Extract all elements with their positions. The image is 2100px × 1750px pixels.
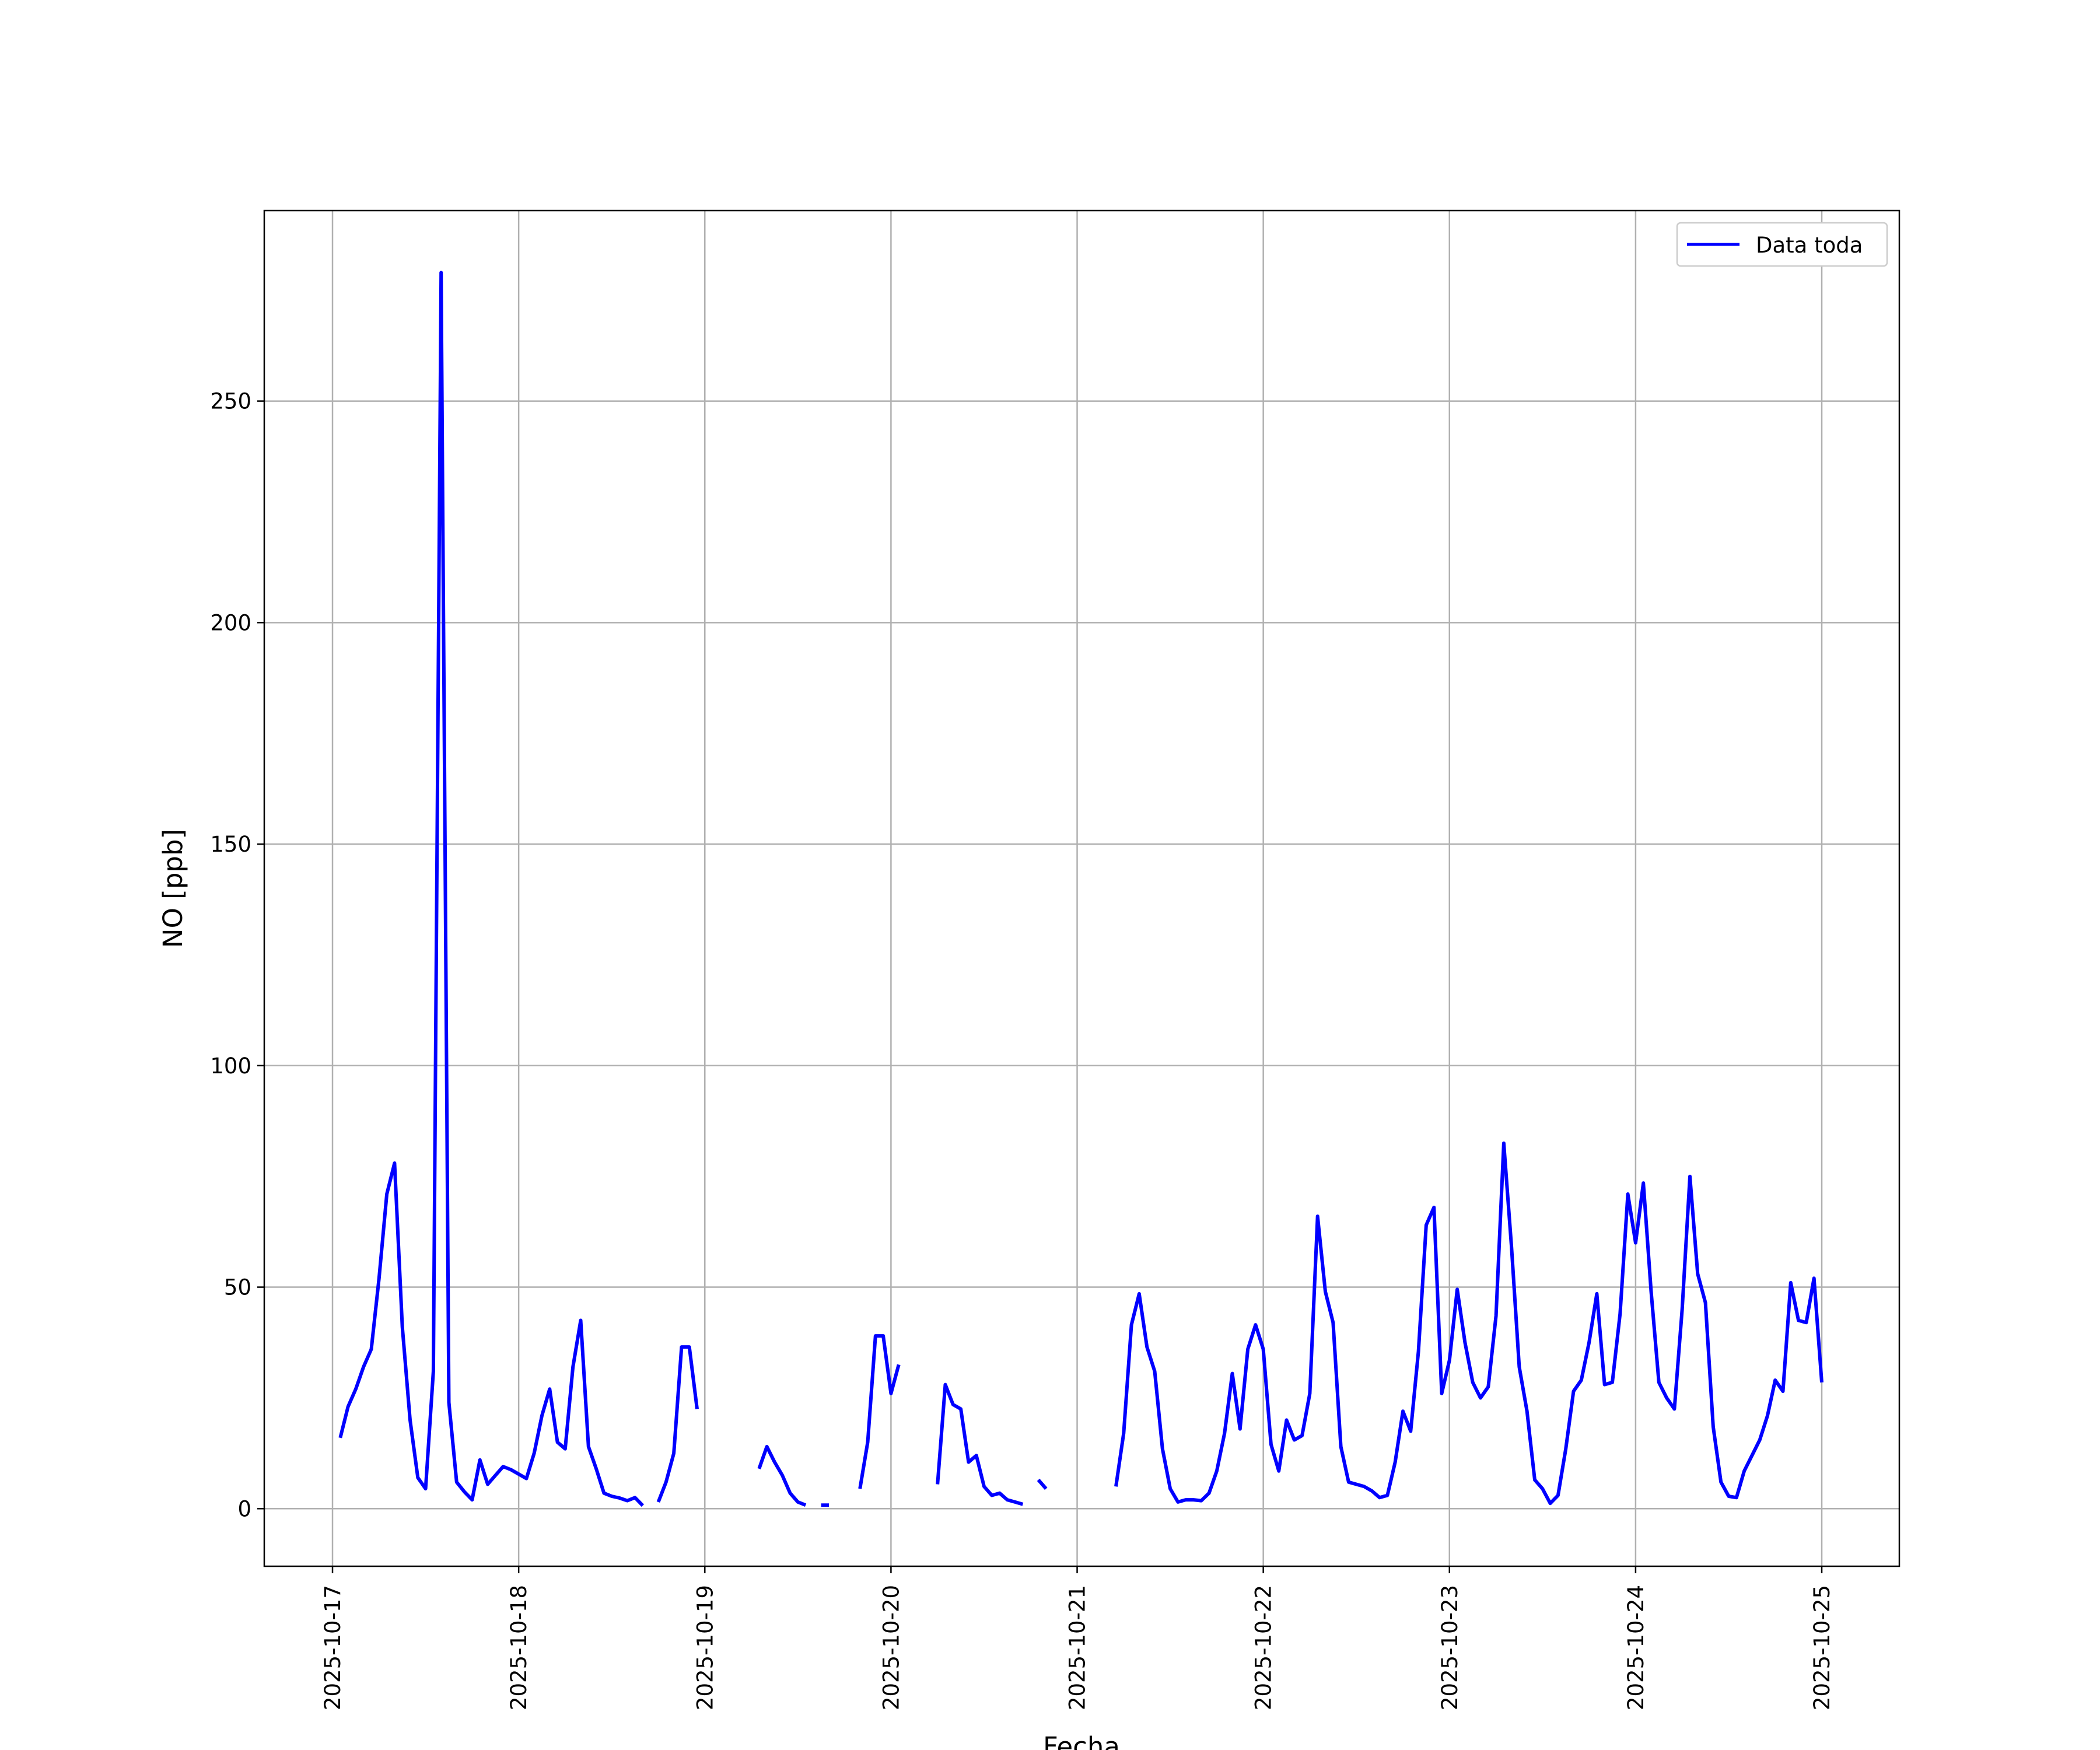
legend-box bbox=[1676, 222, 1888, 267]
x-tick-label: 2025-10-18 bbox=[506, 1585, 531, 1710]
x-tick-label: 2025-10-24 bbox=[1623, 1585, 1648, 1710]
series-line-data-toda bbox=[338, 271, 1824, 1507]
plot-frame bbox=[263, 209, 1901, 1567]
y-tick-label: 250 bbox=[210, 389, 251, 414]
x-tick-label: 2025-10-25 bbox=[1810, 1585, 1835, 1710]
plot-area bbox=[264, 211, 1899, 1566]
legend: Data toda bbox=[1676, 222, 1888, 267]
y-tick-label: 0 bbox=[237, 1496, 251, 1521]
y-axis: 0 50 100 150 200 250 bbox=[210, 389, 264, 1521]
x-axis: 2025-10-17 2025-10-18 2025-10-19 2025-10-20… bbox=[320, 1566, 1835, 1710]
x-tick-label: 2025-10-23 bbox=[1437, 1585, 1462, 1710]
data-series bbox=[338, 271, 1824, 1507]
grid bbox=[264, 211, 1899, 1566]
x-axis-label: Fecha bbox=[1043, 1731, 1120, 1750]
x-tick-label: 2025-10-17 bbox=[320, 1585, 345, 1710]
y-tick-label: 200 bbox=[210, 610, 251, 635]
y-axis-label: NO [ppb] bbox=[158, 829, 188, 948]
y-tick-label: 50 bbox=[224, 1275, 251, 1300]
y-tick-label: 150 bbox=[210, 832, 251, 857]
x-tick-label: 2025-10-20 bbox=[878, 1585, 904, 1710]
x-tick-label: 2025-10-19 bbox=[692, 1585, 718, 1710]
x-tick-label: 2025-10-22 bbox=[1251, 1585, 1276, 1710]
y-tick-label: 100 bbox=[210, 1054, 251, 1079]
legend-label: Data toda bbox=[1756, 233, 1863, 258]
x-tick-label: 2025-10-21 bbox=[1065, 1585, 1090, 1710]
